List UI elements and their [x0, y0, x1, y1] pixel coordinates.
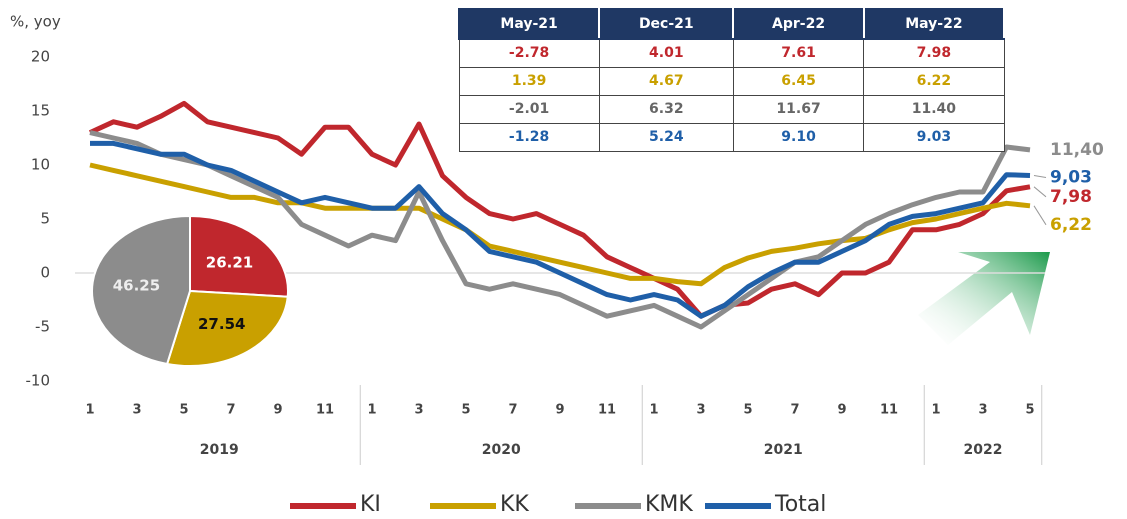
end-label: 7,98 [1050, 187, 1092, 207]
x-tick-label: 5 [179, 403, 188, 418]
end-label: 9,03 [1050, 167, 1092, 187]
cell: -2.78 [458, 38, 600, 68]
x-tick-label: 9 [555, 403, 564, 418]
pie-slice [189, 214, 289, 298]
cell: 6.32 [598, 94, 734, 124]
x-tick-label: 11 [598, 403, 616, 418]
x-tick-label: 9 [273, 403, 282, 418]
x-tick-label: 3 [414, 403, 423, 418]
y-tick-label: 0 [40, 264, 50, 282]
cell: -2.01 [458, 94, 600, 124]
pie-slice [91, 214, 191, 366]
x-tick-label: 5 [743, 403, 752, 418]
pie-label: 26.21 [206, 253, 253, 271]
cell: 4.67 [598, 66, 734, 96]
cell: 9.03 [863, 122, 1005, 153]
cell: 11.67 [732, 94, 865, 124]
cell: 11.40 [863, 94, 1005, 124]
y-tick-label: 5 [40, 210, 50, 228]
cell: 7.98 [863, 38, 1005, 68]
header-cell: May-22 [862, 8, 1006, 40]
year-label: 2021 [764, 442, 803, 458]
cell: 9.10 [732, 122, 865, 153]
pie-slice [165, 289, 289, 367]
x-tick-label: 5 [1025, 403, 1034, 418]
pie-label: 46.25 [113, 277, 160, 295]
y-axis-label: %, yoy [10, 13, 61, 31]
legend-label: KK [500, 492, 529, 517]
y-tick-label: -5 [35, 318, 50, 336]
x-tick-label: 11 [316, 403, 334, 418]
header-cell: Dec-21 [598, 8, 735, 40]
cell: -1.28 [458, 122, 600, 153]
end-label: 6,22 [1050, 215, 1092, 235]
x-tick-label: 9 [837, 403, 846, 418]
table-row: -1.28 5.24 9.10 9.03 [458, 122, 1005, 153]
leader-line [1033, 205, 1047, 226]
header-cell: May-21 [457, 8, 601, 40]
year-label: 2019 [200, 442, 239, 458]
series-line [89, 130, 1031, 330]
x-tick-label: 5 [461, 403, 470, 418]
table-header: May-21 Dec-21 Apr-22 May-22 [457, 8, 1006, 40]
x-tick-label: 3 [978, 403, 987, 418]
legend-label: KI [360, 492, 381, 517]
x-tick-label: 1 [649, 403, 658, 418]
year-label: 2022 [964, 442, 1003, 458]
year-label: 2020 [482, 442, 521, 458]
x-tick-label: 3 [696, 403, 705, 418]
pie-label: 27.54 [198, 315, 245, 333]
x-tick-label: 11 [880, 403, 898, 418]
y-tick-label: 10 [31, 156, 50, 174]
leader-line [1033, 186, 1047, 198]
x-tick-label: 3 [132, 403, 141, 418]
data-table: May-21 Dec-21 Apr-22 May-22 -2.78 4.01 7.6… [457, 8, 1006, 153]
cell: 5.24 [598, 122, 734, 153]
legend-label: KMK [645, 492, 693, 517]
x-tick-label: 1 [931, 403, 940, 418]
table-row: -2.78 4.01 7.61 7.98 [458, 38, 1005, 68]
end-label: 11,40 [1050, 140, 1104, 160]
leader-line [1033, 174, 1047, 178]
y-tick-label: 15 [31, 102, 50, 120]
series-line [90, 140, 1031, 319]
legend-label: Total [774, 492, 826, 517]
x-tick-label: 7 [226, 403, 235, 418]
cell: 4.01 [598, 38, 734, 68]
table-row: -2.01 6.32 11.67 11.40 [458, 94, 1005, 124]
x-tick-label: 7 [508, 403, 517, 418]
y-tick-label: 20 [31, 48, 50, 66]
series-line [88, 100, 1031, 319]
y-tick-label: -10 [26, 372, 51, 390]
header-cell: Apr-22 [732, 8, 865, 40]
x-tick-label: 1 [367, 403, 376, 418]
x-tick-label: 1 [85, 403, 94, 418]
x-tick-label: 7 [790, 403, 799, 418]
table-row: 1.39 4.67 6.45 6.22 [458, 66, 1005, 96]
trend-arrow [918, 252, 1050, 345]
cell: 7.61 [732, 38, 865, 68]
cell: 1.39 [458, 66, 600, 96]
cell: 6.22 [863, 66, 1005, 96]
cell: 6.45 [732, 66, 865, 96]
